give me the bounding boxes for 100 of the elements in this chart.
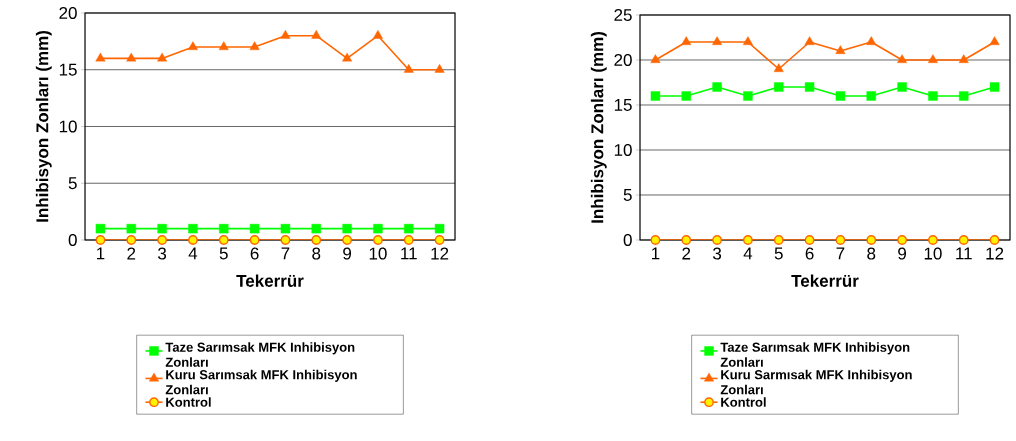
x-tick-label: 6 <box>250 247 259 260</box>
point <box>219 223 229 234</box>
x-axis-title: Tekerrür <box>791 274 859 287</box>
point <box>650 235 661 245</box>
x-tick-label: 1 <box>97 247 105 260</box>
x-tick-label: 6 <box>805 247 814 260</box>
point <box>188 223 198 234</box>
x-tick-label: 7 <box>836 247 845 260</box>
point <box>249 223 260 234</box>
point <box>342 235 352 245</box>
x-tick-label: 5 <box>219 247 228 260</box>
point <box>989 235 1000 245</box>
point <box>804 36 815 45</box>
x-tick-label: 4 <box>743 247 753 260</box>
point <box>866 235 877 245</box>
point <box>218 235 229 245</box>
point <box>897 82 907 92</box>
point <box>434 235 445 245</box>
point <box>342 223 352 234</box>
x-tick-label: 3 <box>713 247 722 260</box>
legend-label: Kontrol <box>721 397 766 407</box>
point <box>249 41 260 50</box>
point <box>866 36 877 45</box>
point <box>835 235 846 245</box>
point <box>959 91 969 101</box>
point <box>681 91 691 101</box>
y-tick-label: 10 <box>59 120 77 133</box>
point <box>928 91 938 101</box>
y-tick-label: 20 <box>59 6 77 20</box>
y-tick-label: 20 <box>614 53 632 67</box>
point <box>712 82 722 92</box>
point <box>218 41 229 50</box>
point <box>773 63 784 72</box>
point <box>311 235 322 245</box>
x-tick-label: 8 <box>312 247 321 260</box>
point <box>126 52 137 62</box>
point <box>958 235 969 245</box>
y-tick-label: 5 <box>623 189 632 201</box>
x-tick-label: 2 <box>682 247 691 260</box>
point <box>650 54 661 63</box>
y-tick-label: 15 <box>59 63 77 76</box>
point <box>773 235 784 245</box>
point <box>373 235 383 245</box>
point <box>835 45 846 54</box>
legend-label: Taze Sarımsak MFK Inhibisyon Zonları <box>720 342 910 367</box>
point <box>280 223 291 234</box>
point <box>280 235 291 245</box>
point <box>804 235 815 245</box>
point <box>989 36 1000 45</box>
y-tick-label: 0 <box>623 233 632 247</box>
x-tick-label: 8 <box>867 247 876 260</box>
x-tick-label: 5 <box>774 247 783 260</box>
point <box>126 223 136 234</box>
point <box>311 30 322 39</box>
x-tick-label: 9 <box>343 247 352 260</box>
legend-label: Kontrol <box>166 397 211 407</box>
x-tick-label: 2 <box>127 247 136 260</box>
x-tick-label: 3 <box>158 247 167 260</box>
legend-label: Kuru Sarımsak MFK Inhibisyon Zonları <box>165 369 357 395</box>
point <box>712 235 722 245</box>
legend-label: Taze Sarımsak MFK Inhibisyon Zonları <box>165 342 355 367</box>
point <box>403 235 414 245</box>
x-tick-label: 10 <box>924 247 942 260</box>
point <box>681 36 692 45</box>
point <box>897 54 908 63</box>
point <box>958 54 969 63</box>
x-tick-label: 7 <box>281 247 290 260</box>
point <box>342 52 353 62</box>
point <box>403 64 414 73</box>
y-tick-label: 0 <box>68 233 77 247</box>
point <box>743 235 753 245</box>
point <box>187 41 198 50</box>
point <box>804 82 815 92</box>
point <box>126 235 137 245</box>
point <box>928 235 938 245</box>
point <box>95 235 106 245</box>
point <box>774 82 784 92</box>
y-tick-label: 10 <box>614 143 632 157</box>
point <box>681 235 692 245</box>
x-tick-label: 12 <box>986 247 1004 260</box>
point <box>650 91 661 101</box>
point <box>927 54 938 63</box>
y-tick-label: 5 <box>68 177 77 190</box>
point <box>434 64 445 73</box>
y-axis-title: Inhibisyon Zonları (mm) <box>590 32 607 223</box>
x-tick-label: 11 <box>401 247 417 260</box>
point <box>742 36 753 45</box>
point <box>188 235 198 245</box>
point <box>434 223 445 234</box>
point <box>95 52 106 62</box>
point <box>157 235 167 245</box>
x-tick-label: 9 <box>898 247 907 260</box>
point <box>280 30 291 39</box>
point <box>712 36 723 45</box>
x-tick-label: 4 <box>188 247 198 260</box>
x-tick-label: 11 <box>956 247 972 260</box>
point <box>897 235 907 245</box>
point <box>95 223 106 234</box>
legend-label: Kuru Sarmısak MFK Inhibisyon Zonları <box>720 369 912 395</box>
point <box>373 223 383 234</box>
